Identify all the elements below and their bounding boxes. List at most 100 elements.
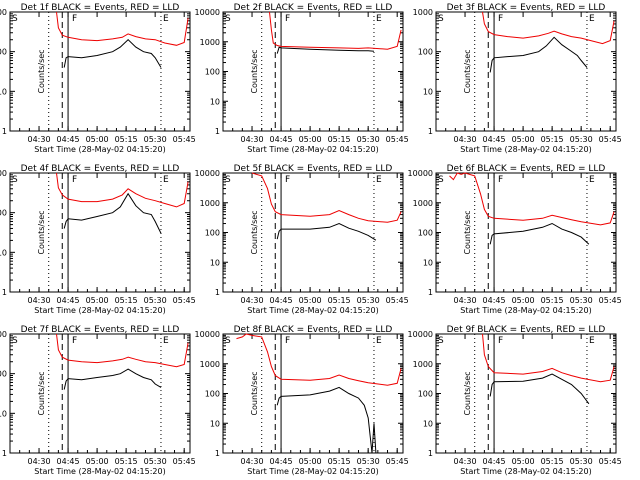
- x-axis-label: Start Time (28-May-02 04:15:20): [460, 306, 591, 315]
- marker-e: E: [163, 14, 169, 24]
- y-tick-label: 10: [423, 258, 433, 267]
- x-tick-label: 05:15: [328, 296, 351, 305]
- x-tick-label: 05:45: [599, 457, 622, 466]
- y-tick-label: 1: [215, 288, 220, 297]
- x-tick-label: 05:45: [173, 296, 196, 305]
- x-tick-label: 05:15: [541, 135, 564, 144]
- x-tick-label: 05:30: [357, 457, 380, 466]
- y-tick-label: 1: [2, 449, 7, 458]
- panel-det-3: Det 3f BLACK = Events, RED = LLD 1 10 100 10…: [413, 3, 622, 154]
- panel-title: Det 8f BLACK = Events, RED = LLD: [234, 325, 393, 335]
- y-tick-label: 10000: [195, 169, 220, 178]
- plot-frame: [9, 333, 191, 454]
- y-axis-label: Counts/sec: [250, 371, 259, 415]
- y-tick-label: 1: [428, 449, 433, 458]
- x-tick-label: 05:00: [512, 135, 535, 144]
- x-tick-label: 05:30: [570, 457, 593, 466]
- series-lld-line: [482, 11, 615, 45]
- x-tick-label: 05:45: [173, 457, 196, 466]
- x-tick-label: 05:15: [115, 135, 138, 144]
- series-events-line: [276, 46, 375, 54]
- x-tick-label: 05:30: [570, 135, 593, 144]
- x-tick-label: 04:30: [454, 457, 477, 466]
- panel-det-7: Det 7f BLACK = Events, RED = LLD 1 10 100 10…: [0, 325, 196, 476]
- marker-f: F: [498, 14, 503, 24]
- y-tick-label: 1000: [0, 8, 7, 17]
- x-tick-label: 05:45: [386, 135, 409, 144]
- y-axis-label: Counts/sec: [463, 210, 472, 254]
- panel-det-5: Det 5f BLACK = Events, RED = LLD 1 10 100 10…: [195, 164, 409, 315]
- marker-s: S: [438, 14, 444, 24]
- y-tick-label: 1: [428, 288, 433, 297]
- panel-title: Det 3f BLACK = Events, RED = LLD: [447, 3, 606, 13]
- x-tick-label: 05:30: [357, 296, 380, 305]
- y-axis-label: Counts/sec: [37, 371, 46, 415]
- series-lld-line: [482, 333, 615, 383]
- x-tick-label: 05:45: [173, 135, 196, 144]
- series-events-line: [276, 386, 377, 454]
- y-tick-label: 10: [210, 419, 220, 428]
- y-tick-label: 100: [418, 48, 433, 57]
- y-tick-label: 1000: [200, 38, 220, 47]
- y-tick-label: 10: [423, 419, 433, 428]
- x-tick-label: 05:30: [144, 296, 167, 305]
- series-lld-line: [251, 172, 402, 223]
- marker-s: S: [225, 14, 231, 24]
- marker-f: F: [285, 175, 290, 185]
- y-tick-label: 100: [205, 229, 220, 238]
- marker-s: S: [438, 175, 444, 185]
- x-tick-label: 05:15: [541, 457, 564, 466]
- x-tick-label: 04:30: [241, 135, 264, 144]
- y-tick-label: 1: [2, 288, 7, 297]
- y-tick-label: 100: [205, 390, 220, 399]
- marker-f: F: [285, 336, 290, 346]
- y-tick-label: 1000: [200, 360, 220, 369]
- series-lld-line: [56, 172, 189, 208]
- y-axis-label: Counts/sec: [37, 210, 46, 254]
- y-tick-label: 10000: [408, 169, 433, 178]
- marker-e: E: [589, 336, 595, 346]
- panel-det-2: Det 2f BLACK = Events, RED = LLD 1 10 100 10…: [195, 3, 409, 154]
- series-events-line: [63, 39, 162, 68]
- x-tick-label: 04:30: [241, 457, 264, 466]
- y-axis-label: Counts/sec: [463, 49, 472, 93]
- y-tick-label: 1000: [200, 199, 220, 208]
- marker-s: S: [12, 336, 18, 346]
- y-tick-label: 1: [428, 127, 433, 136]
- y-tick-label: 1: [2, 127, 7, 136]
- marker-e: E: [589, 14, 595, 24]
- marker-s: S: [225, 336, 231, 346]
- x-tick-label: 04:45: [270, 296, 293, 305]
- y-tick-label: 1: [215, 449, 220, 458]
- y-axis-label: Counts/sec: [250, 210, 259, 254]
- x-tick-label: 04:30: [454, 135, 477, 144]
- marker-f: F: [72, 336, 77, 346]
- x-axis-label: Start Time (28-May-02 04:15:20): [34, 306, 165, 315]
- x-tick-label: 05:00: [299, 296, 322, 305]
- x-tick-label: 05:15: [328, 457, 351, 466]
- series-events-line: [489, 36, 588, 73]
- y-tick-label: 1000: [413, 8, 433, 17]
- series-events-line: [489, 373, 590, 405]
- y-tick-label: 1000: [413, 199, 433, 208]
- x-tick-label: 04:45: [483, 296, 506, 305]
- x-tick-label: 04:30: [454, 296, 477, 305]
- x-tick-label: 05:30: [570, 296, 593, 305]
- y-tick-label: 10000: [408, 330, 433, 339]
- x-tick-label: 04:45: [270, 135, 293, 144]
- series-lld-line: [449, 172, 615, 226]
- series-events-line: [489, 222, 590, 245]
- x-axis-label: Start Time (28-May-02 04:15:20): [460, 145, 591, 154]
- series-events-line: [63, 368, 162, 390]
- series-events-line: [276, 222, 377, 241]
- x-tick-label: 05:15: [541, 296, 564, 305]
- x-tick-label: 05:30: [144, 457, 167, 466]
- panel-title: Det 4f BLACK = Events, RED = LLD: [21, 164, 180, 174]
- x-tick-label: 05:45: [386, 296, 409, 305]
- marker-e: E: [376, 336, 382, 346]
- marker-e: E: [376, 175, 382, 185]
- y-tick-label: 1: [215, 127, 220, 136]
- y-tick-label: 100: [0, 209, 7, 218]
- marker-f: F: [72, 14, 77, 24]
